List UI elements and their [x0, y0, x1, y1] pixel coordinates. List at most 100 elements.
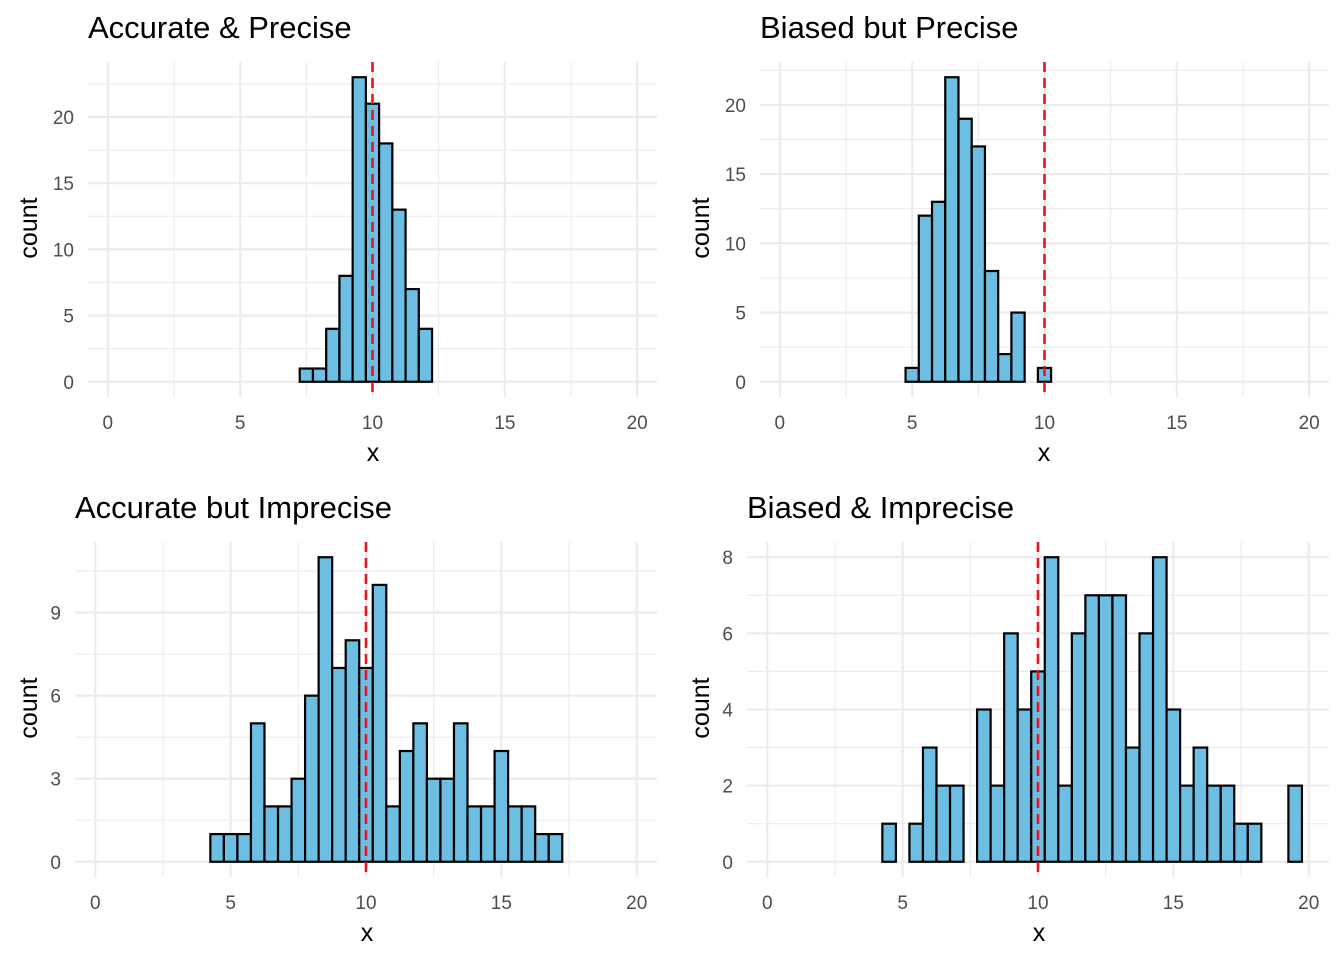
histogram-bar — [881, 822, 897, 863]
y-tick-label: 2 — [722, 777, 733, 798]
y-tick-label: 5 — [735, 304, 746, 325]
plot-area: 0 5 10 15 20 0 2 4 6 8 — [722, 542, 1329, 914]
histogram-bar — [997, 352, 1013, 383]
histogram-bar — [236, 832, 253, 863]
histogram-bar — [209, 832, 225, 863]
histogram-bar — [479, 805, 496, 863]
histogram-bar — [249, 722, 266, 863]
histogram-bar — [908, 822, 925, 863]
histogram-bar — [983, 269, 1000, 383]
x-tick-label: 20 — [1299, 413, 1320, 434]
histogram-bar — [1206, 784, 1222, 863]
x-tick-label: 15 — [1166, 413, 1187, 434]
histogram-bar — [417, 327, 434, 383]
histogram-bar — [303, 694, 320, 863]
histogram-bar — [948, 784, 965, 863]
histogram-bar — [547, 832, 564, 863]
y-axis-title: count — [15, 677, 43, 738]
histogram-bar — [466, 805, 483, 863]
y-tick-label: 10 — [53, 240, 74, 261]
histogram-bar — [1010, 311, 1026, 383]
histogram-bar — [1111, 594, 1128, 863]
histogram-bar — [331, 666, 347, 863]
histogram-bar — [1287, 784, 1304, 863]
histogram-bar — [493, 749, 510, 863]
x-axis-title: x — [1033, 919, 1046, 947]
y-tick-label: 10 — [725, 234, 746, 255]
x-tick-label: 5 — [235, 413, 246, 434]
x-tick-label: 15 — [494, 413, 515, 434]
y-tick-label: 6 — [722, 624, 733, 645]
y-tick-label: 3 — [50, 770, 61, 791]
x-tick-label: 20 — [626, 893, 647, 914]
histogram-bar — [398, 749, 415, 863]
histogram-bar — [412, 722, 429, 863]
histogram-bar — [317, 556, 334, 863]
histogram-bar — [1165, 708, 1182, 863]
histogram-bar — [452, 722, 469, 863]
y-tick-label: 5 — [63, 307, 74, 328]
histogram-bar — [1097, 594, 1114, 863]
histogram-bar — [425, 777, 442, 863]
panel-biased-imprecise: Biased & Imprecise x count 0 5 10 15 20 0 2 4 6 8 — [687, 490, 1329, 947]
histogram-bar — [1057, 784, 1073, 863]
histogram-bar — [1003, 632, 1019, 863]
panel-title: Biased & Imprecise — [747, 490, 1014, 525]
plot-area: 0 5 10 15 20 0 5 10 15 20 — [53, 62, 657, 434]
histogram-bar — [276, 805, 293, 863]
y-tick-label: 6 — [50, 687, 61, 708]
histogram-bar — [1124, 746, 1141, 863]
histogram-bar — [222, 832, 239, 863]
panel-accurate-precise: Accurate & Precise x count 0 5 10 15 20 0 5 10 1… — [15, 10, 657, 467]
histogram-bar — [930, 200, 947, 383]
histogram-bar — [935, 784, 952, 863]
y-tick-label: 20 — [53, 108, 74, 129]
histogram-bar — [917, 214, 934, 383]
y-tick-label: 20 — [725, 96, 746, 117]
y-tick-label: 0 — [735, 373, 746, 394]
y-tick-label: 0 — [50, 853, 61, 874]
histogram-bar — [921, 746, 938, 863]
histogram-bar — [378, 142, 394, 383]
histogram-bar — [970, 145, 987, 383]
y-tick-label: 9 — [50, 604, 61, 625]
y-axis-title: count — [687, 677, 715, 738]
x-tick-label: 20 — [627, 413, 648, 434]
x-tick-label: 10 — [1027, 893, 1048, 914]
histogram-bar — [290, 777, 307, 863]
x-tick-label: 15 — [1163, 893, 1184, 914]
histogram-bar — [904, 366, 920, 383]
histogram-bar — [325, 327, 341, 383]
histogram-bar — [975, 708, 992, 863]
histogram-bar — [1246, 822, 1263, 863]
histogram-bar — [1016, 708, 1033, 863]
panel-title: Accurate & Precise — [88, 10, 352, 45]
histogram-bar — [1233, 822, 1249, 863]
histogram-bar — [344, 639, 361, 863]
histogram-bar — [1219, 784, 1236, 863]
x-tick-label: 0 — [775, 413, 786, 434]
x-tick-label: 5 — [897, 893, 908, 914]
panel-title: Accurate but Imprecise — [75, 490, 392, 525]
histogram-bar — [391, 208, 407, 383]
x-tick-label: 20 — [1298, 893, 1319, 914]
x-tick-label: 10 — [355, 893, 376, 914]
panel-biased-precise: Biased but Precise x count 0 5 10 15 20 0 5 10 1… — [687, 10, 1329, 467]
histogram-bar — [439, 777, 456, 863]
histogram-bar — [944, 76, 960, 383]
x-axis-title: x — [367, 439, 380, 467]
histogram-bar — [371, 583, 388, 863]
y-tick-label: 15 — [53, 174, 74, 195]
x-tick-label: 0 — [90, 893, 101, 914]
plot-area: 0 5 10 15 20 0 5 10 15 20 — [725, 62, 1329, 434]
histogram-bar — [1179, 784, 1195, 863]
x-axis-title: x — [1038, 439, 1051, 467]
y-tick-label: 15 — [725, 165, 746, 186]
y-axis-title: count — [15, 197, 43, 258]
histogram-bar — [311, 367, 328, 383]
x-tick-label: 10 — [1034, 413, 1055, 434]
x-tick-label: 10 — [362, 413, 383, 434]
histogram-bar — [989, 784, 1006, 863]
histogram-bar — [404, 287, 420, 383]
